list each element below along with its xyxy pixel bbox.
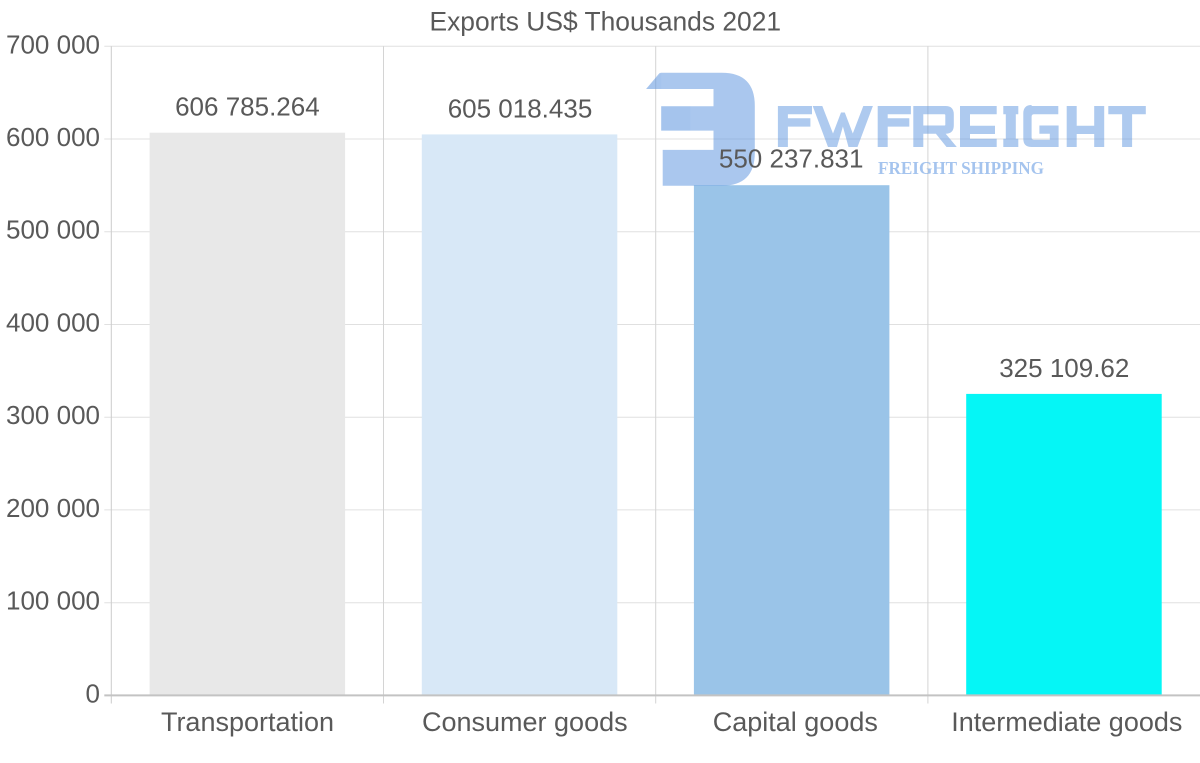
svg-text:0: 0 <box>86 678 100 708</box>
svg-text:Transportation: Transportation <box>161 707 334 737</box>
svg-text:100 000: 100 000 <box>6 586 100 616</box>
svg-text:606 785.264: 606 785.264 <box>175 92 320 122</box>
svg-text:Consumer goods: Consumer goods <box>422 707 628 737</box>
svg-text:600 000: 600 000 <box>6 122 100 152</box>
svg-text:700 000: 700 000 <box>6 29 100 59</box>
svg-text:550 237.831: 550 237.831 <box>719 143 864 173</box>
svg-text:200 000: 200 000 <box>6 493 100 523</box>
svg-text:500 000: 500 000 <box>6 215 100 245</box>
svg-text:605 018.435: 605 018.435 <box>448 94 593 124</box>
svg-text:Intermediate goods: Intermediate goods <box>951 707 1182 737</box>
svg-text:300 000: 300 000 <box>6 400 100 430</box>
svg-text:Capital goods: Capital goods <box>713 707 878 737</box>
svg-text:FREIGHT SHIPPING: FREIGHT SHIPPING <box>878 158 1044 178</box>
svg-text:325 109.62: 325 109.62 <box>999 353 1129 383</box>
svg-text:Exports US$ Thousands 2021: Exports US$ Thousands 2021 <box>429 7 781 37</box>
svg-text:400 000: 400 000 <box>6 308 100 338</box>
